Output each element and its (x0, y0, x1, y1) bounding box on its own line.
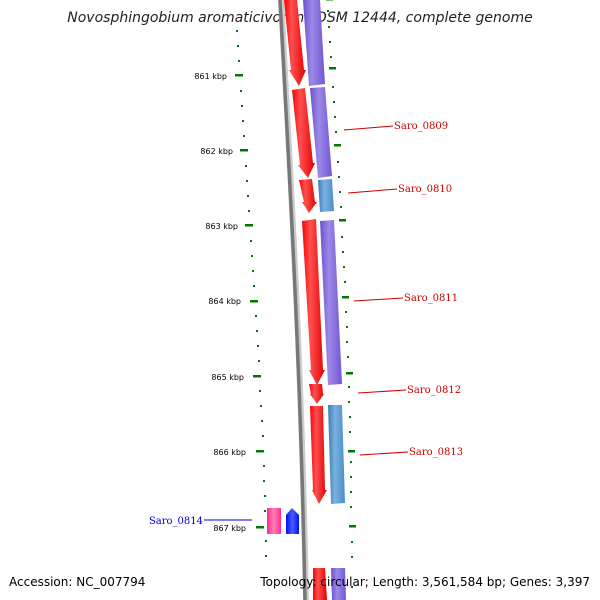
cds-track-red (284, 0, 327, 600)
cds-red-7[interactable] (313, 568, 327, 600)
cds-track-purple (303, 0, 346, 600)
tick-label-863: 863 kbp (205, 222, 238, 231)
tick-label-862: 862 kbp (200, 147, 233, 156)
cds-red-1[interactable] (284, 0, 306, 86)
cds-red-2[interactable] (292, 88, 315, 178)
gene-blue-arrow[interactable] (286, 508, 299, 534)
tick-label-864: 864 kbp (208, 297, 241, 306)
reverse-genes (267, 508, 299, 534)
gene-label-saro-0812[interactable]: Saro_0812 (407, 385, 461, 396)
gene-label-saro-0811[interactable]: Saro_0811 (404, 293, 458, 304)
gene-label-saro-0813[interactable]: Saro_0813 (409, 447, 463, 458)
tick-label-867: 867 kbp (213, 524, 246, 533)
cds-purple-1[interactable] (303, 0, 325, 86)
cds-steel-2[interactable] (328, 405, 345, 504)
cds-purple-3[interactable] (320, 220, 342, 385)
inner-tick-dots (326, 0, 356, 588)
cds-purple-2[interactable] (310, 87, 332, 178)
tick-label-865: 865 kbp (211, 373, 244, 382)
outer-tick-dots (236, 30, 267, 557)
cds-red-3[interactable] (299, 179, 317, 213)
cds-red-5[interactable] (309, 384, 324, 404)
gene-pink-block[interactable] (267, 508, 281, 534)
tick-label-861: 861 kbp (194, 72, 227, 81)
tick-label-866: 866 kbp (213, 448, 246, 457)
cds-steel-1[interactable] (318, 179, 334, 212)
topology-text: Topology: circular; Length: 3,561,584 bp… (260, 575, 590, 589)
major-ticks (235, 74, 264, 529)
cds-red-4[interactable] (302, 219, 325, 385)
genome-backbone-core (278, 0, 307, 600)
cds-purple-4[interactable] (331, 568, 346, 600)
map-title: Novosphingobium aromaticivorans DSM 1244… (67, 10, 533, 26)
gene-label-saro-0809[interactable]: Saro_0809 (394, 121, 448, 132)
gene-label-saro-0810[interactable]: Saro_0810 (398, 184, 452, 195)
cds-red-6[interactable] (310, 406, 327, 504)
label-leaders (204, 125, 409, 521)
gene-label-saro-0814[interactable]: Saro_0814 (149, 516, 203, 527)
accession-text: Accession: NC_007794 (9, 575, 146, 589)
